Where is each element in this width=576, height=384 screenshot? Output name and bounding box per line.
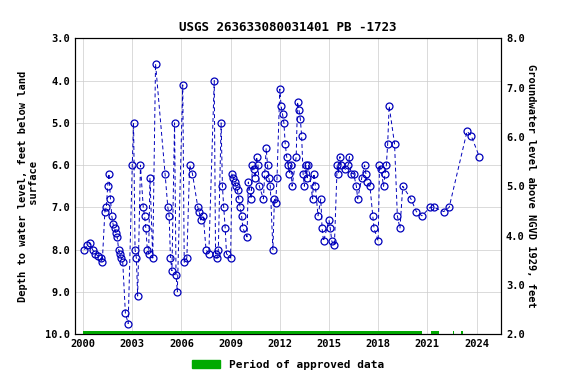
Bar xyxy=(453,331,454,337)
Y-axis label: Depth to water level, feet below land
 surface: Depth to water level, feet below land su… xyxy=(18,71,40,302)
Y-axis label: Groundwater level above NGVD 1929, feet: Groundwater level above NGVD 1929, feet xyxy=(526,65,536,308)
Bar xyxy=(461,331,463,337)
Bar xyxy=(83,331,422,337)
Title: USGS 263633080031401 PB -1723: USGS 263633080031401 PB -1723 xyxy=(179,22,397,35)
Legend: Period of approved data: Period of approved data xyxy=(188,356,388,375)
Bar xyxy=(431,331,439,337)
